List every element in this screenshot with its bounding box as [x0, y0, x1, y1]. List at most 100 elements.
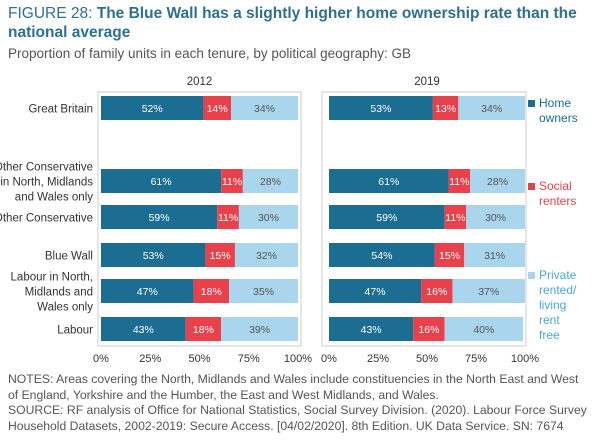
data-label: 35%: [253, 286, 274, 298]
data-label: 11%: [445, 212, 465, 224]
bar-segment: [329, 96, 433, 120]
bar-segment: [229, 279, 298, 303]
bar-segment: [329, 317, 414, 341]
category-label: and Wales only: [15, 192, 93, 204]
bar-segment: [193, 279, 230, 303]
category-label: Other Conservative: [0, 162, 93, 174]
figure-headline: The Blue Wall has a slightly higher home…: [8, 5, 577, 41]
x-tick-label: 50%: [188, 353, 210, 365]
legend-swatch: [528, 272, 535, 279]
legend-label: Private: [539, 268, 577, 282]
data-label: 11%: [222, 176, 242, 188]
x-tick-label: 25%: [367, 353, 389, 365]
data-label: 31%: [484, 250, 505, 262]
bar-segment: [205, 243, 235, 267]
data-label: 34%: [481, 103, 502, 115]
stacked-bar-chart: Great Britain Other Conservative in North,…: [0, 76, 578, 365]
legend-label: rented/: [539, 283, 577, 297]
bar-segment: [221, 317, 298, 341]
bar-segment: [101, 317, 186, 341]
category-label: Wales only: [37, 302, 93, 314]
legend-swatch: [528, 100, 535, 107]
data-label: 11%: [218, 212, 238, 224]
legend-label: free: [539, 328, 560, 342]
data-label: 59%: [149, 212, 170, 224]
legend-label: living: [539, 298, 566, 312]
source-line: Household Datasets, 2002-2019: Secure Ac…: [8, 418, 564, 433]
bar-segment: [329, 279, 422, 303]
chart-title: FIGURE 28: The Blue Wall has a slightly …: [8, 4, 593, 42]
data-label: 16%: [426, 286, 447, 298]
bar-segment: [101, 169, 222, 193]
data-label: 43%: [133, 324, 154, 336]
chart-subtitle: Proportion of family units in each tenur…: [8, 46, 411, 61]
source-line: SOURCE: RF analysis of Office for Nation…: [8, 403, 587, 417]
legend-swatch: [528, 183, 535, 190]
data-label: 13%: [435, 103, 456, 115]
data-label: 32%: [256, 250, 277, 262]
data-label: 47%: [365, 286, 386, 298]
data-label: 61%: [378, 176, 399, 188]
data-label: 15%: [210, 250, 231, 262]
x-tick-label: 100%: [511, 353, 539, 365]
category-label: Midlands and: [25, 287, 93, 299]
data-label: 52%: [142, 103, 163, 115]
bar-segment: [444, 317, 524, 341]
bar-segment: [329, 169, 449, 193]
legend-label: renters: [539, 194, 576, 208]
category-label: Blue Wall: [45, 251, 93, 263]
data-label: 28%: [260, 176, 281, 188]
bar-segment: [185, 317, 222, 341]
data-label: 53%: [143, 250, 164, 262]
category-label: Labour in North,: [11, 272, 93, 284]
category-label: Great Britain: [28, 104, 93, 116]
panel-frame: [321, 91, 527, 347]
data-label: 53%: [370, 103, 391, 115]
legend-label: Social: [539, 179, 572, 193]
data-label: 28%: [487, 176, 508, 188]
category-label: in North, Midlands: [0, 177, 93, 189]
panel-title: 2012: [187, 76, 213, 88]
notes-line: of England, Yorkshire and the Humber, th…: [8, 387, 439, 402]
x-tick-label: 75%: [465, 353, 487, 365]
x-tick-label: 50%: [416, 353, 438, 365]
x-tick-label: 0%: [93, 353, 109, 365]
bar-segment: [242, 169, 298, 193]
panel-title: 2019: [414, 76, 440, 88]
data-label: 43%: [361, 324, 382, 336]
bar-segment: [444, 205, 467, 229]
bar-segment: [101, 279, 194, 303]
bar-segment: [221, 169, 243, 193]
data-label: 61%: [151, 176, 172, 188]
bar-segment: [466, 205, 525, 229]
bar-segment: [101, 205, 218, 229]
notes-section: NOTES: Areas covering the North, Midland…: [8, 372, 596, 434]
bar-segment: [458, 96, 525, 120]
bar-segment: [101, 243, 206, 267]
legend-label: owners: [539, 111, 578, 125]
bar-segment: [421, 279, 453, 303]
category-label: Labour: [57, 325, 93, 337]
data-label: 59%: [376, 212, 397, 224]
data-label: 54%: [371, 250, 392, 262]
data-label: 18%: [201, 286, 222, 298]
x-tick-label: 100%: [284, 353, 312, 365]
category-label: Other Conservative: [0, 213, 93, 225]
legend-label: Home: [539, 96, 571, 110]
data-label: 15%: [439, 250, 460, 262]
bar-segment: [413, 317, 445, 341]
data-label: 40%: [473, 324, 494, 336]
bar-segment: [464, 243, 525, 267]
x-tick-label: 0%: [321, 353, 337, 365]
panel-frame: [97, 91, 302, 347]
data-label: 34%: [254, 103, 275, 115]
figure-label: FIGURE 28:: [8, 5, 93, 22]
bar-segment: [434, 243, 465, 267]
data-label: 37%: [478, 286, 499, 298]
bar-segment: [470, 169, 525, 193]
bar-segment: [329, 243, 435, 267]
bar-segment: [329, 205, 445, 229]
bar-segment: [101, 96, 204, 120]
data-label: 30%: [485, 212, 506, 224]
bar-segment: [448, 169, 471, 193]
